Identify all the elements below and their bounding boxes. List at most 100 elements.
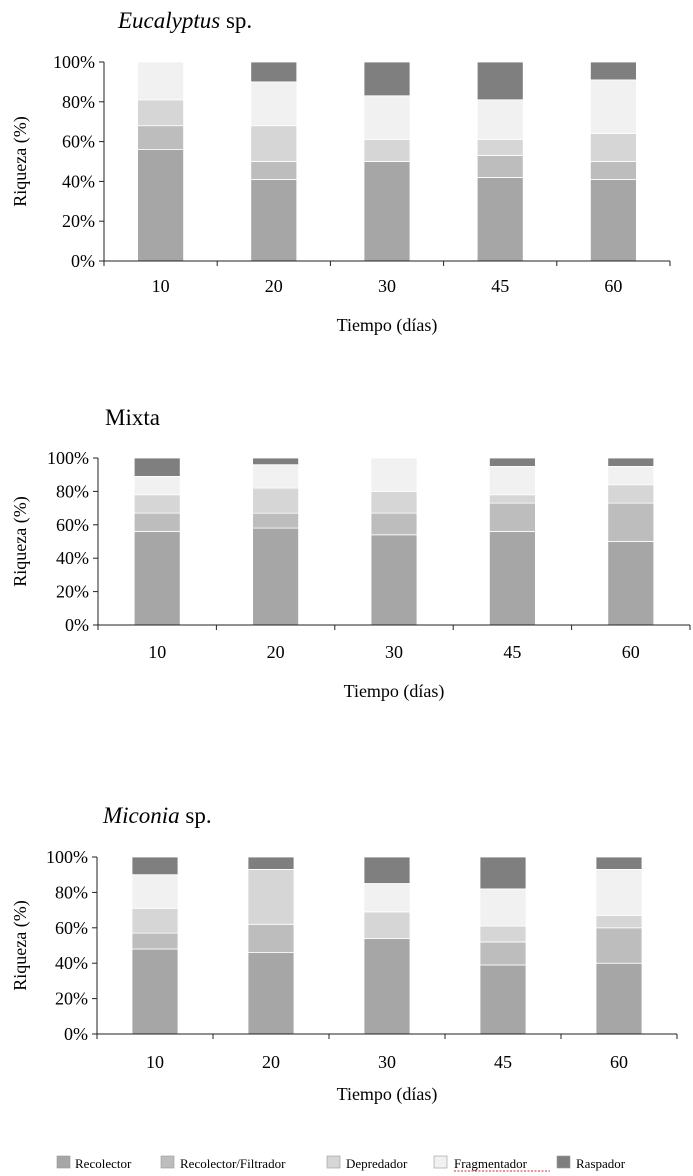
bar-segment: [131, 856, 179, 876]
bar-segment: [363, 938, 411, 1035]
bar-segment: [370, 512, 418, 536]
bar-segment: [488, 531, 536, 626]
y-tick-label: 20%: [62, 211, 95, 231]
bar-segment: [607, 484, 655, 504]
legend-label: Depredador: [346, 1156, 408, 1171]
bar-segment: [488, 502, 536, 532]
x-tick-label: 60: [604, 276, 622, 296]
bar-segment: [607, 502, 655, 542]
legend-swatch-recolector: [56, 1155, 71, 1169]
x-tick-label: 20: [265, 276, 283, 296]
bar-segment: [479, 925, 527, 943]
bar-segment: [595, 962, 643, 1035]
bar-segment: [476, 61, 524, 101]
y-axis-label: Riqueza (%): [10, 496, 31, 586]
legend-label: Recolector: [75, 1156, 132, 1171]
bar-segment: [479, 964, 527, 1035]
bar-segment: [476, 176, 524, 262]
bar-segment: [250, 61, 298, 83]
bar-segment: [363, 139, 411, 162]
bar-segment: [590, 133, 637, 162]
y-tick-label: 100%: [47, 448, 89, 468]
chart-title: Eucalyptus sp.: [117, 8, 252, 33]
bar-segment: [252, 457, 300, 466]
bar-segment: [476, 99, 524, 141]
y-axis-label: Riqueza (%): [10, 116, 31, 206]
y-tick-label: 40%: [55, 953, 88, 973]
x-tick-label: 20: [262, 1052, 280, 1072]
x-tick-label: 10: [152, 276, 170, 296]
chart-panel-2: Mixta 0% 20% 40% 60% 80% 100% 10 20 30 45 60 Tiempo …: [10, 405, 691, 702]
bar-segment: [363, 856, 411, 884]
bar-segment: [131, 948, 179, 1035]
x-tick-label: 30: [378, 1052, 396, 1072]
y-tick-label: 0%: [71, 251, 95, 271]
y-tick-label: 0%: [64, 1024, 88, 1044]
x-tick-label: 30: [378, 276, 396, 296]
bar-segment: [250, 125, 298, 162]
bar-segment: [363, 883, 411, 913]
chart-title: Mixta: [105, 405, 160, 430]
bar-segment: [607, 465, 655, 486]
legend-label: Fragmentador: [454, 1156, 528, 1171]
y-tick-label: 80%: [56, 481, 89, 501]
bar-segment: [590, 178, 637, 262]
bar-segment: [133, 475, 181, 496]
bar-segment: [250, 81, 298, 127]
bar-segment: [250, 161, 298, 180]
bar-segment: [247, 952, 295, 1035]
bar-segment: [137, 149, 185, 262]
bar-segment: [137, 99, 185, 127]
bar-segment: [133, 531, 181, 626]
chart-title-italic: Eucalyptus: [117, 8, 220, 33]
x-tick-label: 60: [610, 1052, 628, 1072]
bar-segment: [488, 494, 536, 504]
bar-segment: [131, 907, 179, 934]
bar-segment: [250, 178, 298, 262]
y-tick-label: 40%: [62, 171, 95, 191]
legend-swatch-raspador: [556, 1155, 571, 1169]
bar-segment: [476, 139, 524, 156]
legend-label: Recolector/Filtrador: [180, 1156, 286, 1171]
y-tick-label: 20%: [55, 989, 88, 1009]
y-tick-label: 40%: [56, 548, 89, 568]
bar-segment: [363, 61, 411, 97]
bar-segment: [590, 61, 637, 81]
bar-segment: [252, 464, 300, 489]
bar-segment: [479, 941, 527, 966]
chart-title-plain: Mixta: [105, 405, 160, 430]
bar-segment: [476, 155, 524, 178]
bar-segment: [363, 95, 411, 141]
bar-segment: [479, 888, 527, 927]
bar-segment: [252, 512, 300, 529]
bar-segment: [363, 911, 411, 939]
bar-segment: [370, 534, 418, 626]
x-tick-label: 45: [491, 276, 509, 296]
bar-segment: [247, 856, 295, 870]
bar-segment: [133, 457, 181, 477]
bar-segment: [595, 869, 643, 916]
legend-swatch-recolector-filtrador: [160, 1155, 175, 1169]
x-tick-label: 45: [494, 1052, 512, 1072]
bar-segment: [131, 932, 179, 950]
bar-segment: [488, 465, 536, 496]
x-axis-label: Tiempo (días): [337, 315, 438, 336]
y-tick-label: 80%: [55, 882, 88, 902]
chart-panel-1: Eucalyptus sp. 0% 20% 40% 60% 80% 100% 10 20 30 45…: [10, 8, 671, 336]
legend-swatch-depredador: [326, 1155, 341, 1169]
bar-segment: [595, 856, 643, 870]
y-axis-label: Riqueza (%): [10, 900, 31, 990]
y-tick-label: 60%: [62, 132, 95, 152]
bar-segment: [252, 487, 300, 514]
y-tick-label: 20%: [56, 582, 89, 602]
bar-segment: [607, 541, 655, 626]
bar-segment: [131, 874, 179, 909]
bar-segment: [488, 457, 536, 467]
bar-segment: [595, 915, 643, 929]
bar-segment: [590, 161, 637, 180]
bar-segment: [607, 457, 655, 467]
bar-segment: [137, 125, 185, 150]
bar-segment: [252, 527, 300, 626]
legend-label: Raspador: [576, 1156, 626, 1171]
